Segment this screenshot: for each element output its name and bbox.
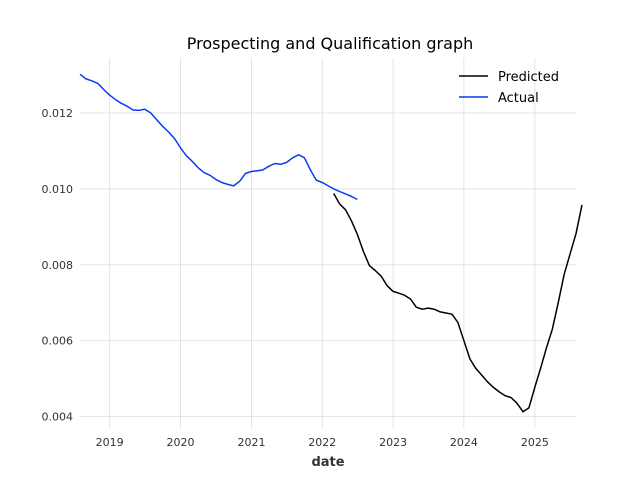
gridlines — [80, 58, 576, 428]
y-axis-ticks: 0.004 0.006 0.008 0.010 0.012 — [42, 107, 74, 424]
y-tick-label: 0.010 — [42, 183, 74, 196]
x-tick-label: 2020 — [166, 436, 194, 449]
legend-label-predicted: Predicted — [498, 70, 559, 85]
y-tick-label: 0.006 — [42, 335, 74, 348]
legend: Predicted Actual — [459, 70, 559, 106]
legend-label-actual: Actual — [498, 91, 539, 106]
series-line-predicted — [333, 193, 583, 413]
x-axis-ticks: 2019 2020 2021 2022 2023 2024 2025 — [96, 436, 549, 449]
x-tick-label: 2024 — [450, 436, 478, 449]
y-tick-label: 0.008 — [42, 259, 74, 272]
series-lines — [79, 73, 583, 413]
x-tick-label: 2019 — [96, 436, 124, 449]
x-tick-label: 2023 — [379, 436, 407, 449]
x-tick-label: 2022 — [308, 436, 336, 449]
y-tick-label: 0.012 — [42, 107, 74, 120]
y-tick-label: 0.004 — [42, 411, 74, 424]
x-tick-label: 2025 — [521, 436, 549, 449]
x-axis-label: date — [311, 455, 344, 470]
series-line-actual — [79, 73, 358, 201]
chart-title: Prospecting and Qualification graph — [187, 34, 473, 53]
x-tick-label: 2021 — [237, 436, 265, 449]
